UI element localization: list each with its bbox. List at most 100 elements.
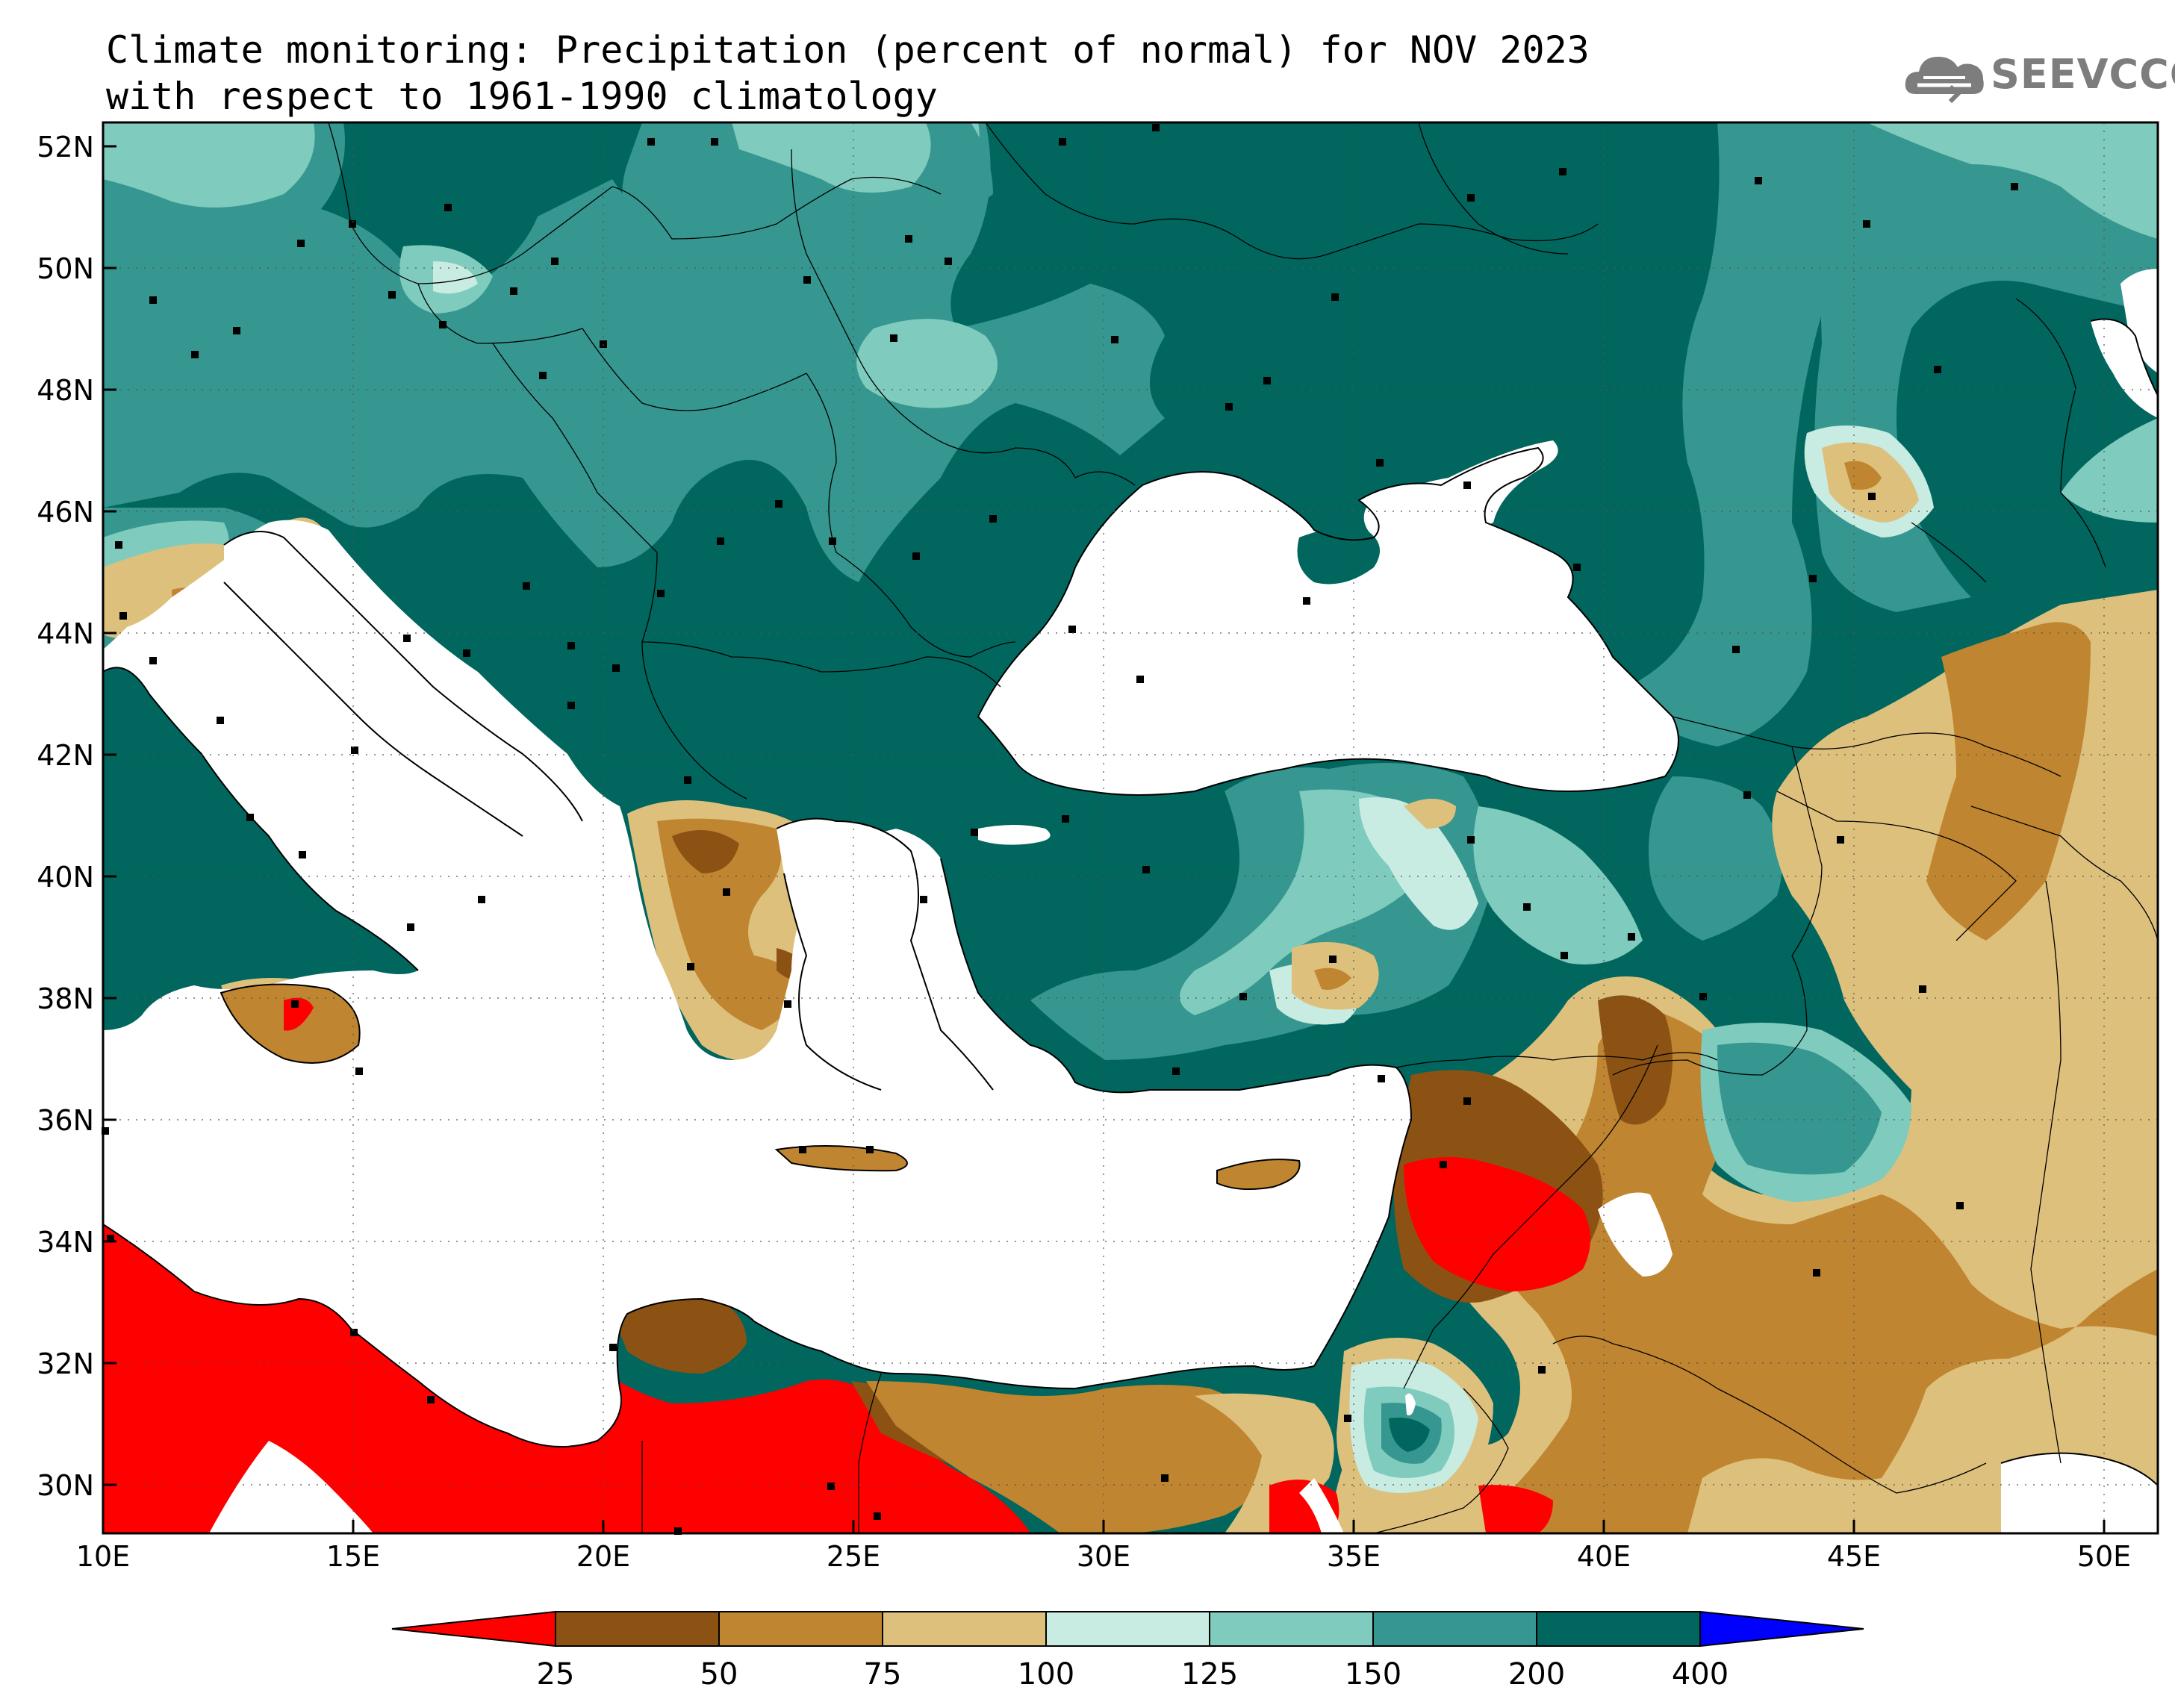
colorbar-label: 100 — [1018, 1657, 1074, 1692]
lat-label: 48N — [37, 374, 94, 407]
station — [1863, 220, 1870, 228]
station — [803, 276, 811, 284]
colorbar-label: 200 — [1508, 1657, 1565, 1692]
station — [217, 717, 224, 724]
marmara-sea — [978, 825, 1051, 845]
station — [1225, 403, 1233, 411]
caspian-sea — [2091, 319, 2158, 418]
station — [1628, 933, 1635, 941]
border-11 — [1395, 1052, 1718, 1068]
station — [149, 296, 157, 304]
colorbar-arrow-left — [391, 1610, 556, 1648]
seevccc-logo: SEEVCCC — [1902, 48, 2175, 107]
title-line-1: Climate monitoring: Precipitation (perce… — [106, 28, 1590, 72]
station — [191, 351, 199, 358]
station — [687, 963, 694, 970]
lon-label: 35E — [1327, 1540, 1381, 1573]
border-10 — [1612, 746, 1823, 1076]
station — [827, 1483, 835, 1490]
station — [1263, 377, 1271, 384]
border-6 — [641, 641, 1001, 688]
colorbar-swatch — [882, 1611, 1047, 1647]
station — [684, 776, 691, 784]
lat-label: 52N — [37, 131, 94, 163]
field-mideast-50-75-b — [1926, 622, 2091, 941]
colorbar-arrow-right — [1699, 1610, 1864, 1648]
station — [107, 1235, 114, 1242]
cyprus — [1217, 1159, 1300, 1190]
station — [444, 204, 452, 211]
station — [427, 1396, 435, 1403]
station — [717, 537, 724, 545]
station — [407, 923, 414, 931]
coast-caspian — [2090, 318, 2158, 396]
station — [866, 1146, 874, 1153]
colorbar-swatch — [1536, 1611, 1701, 1647]
station — [1172, 1068, 1180, 1075]
station — [1467, 836, 1475, 844]
station — [1068, 626, 1076, 633]
station — [905, 235, 912, 243]
station — [388, 291, 396, 299]
station — [711, 138, 718, 146]
station — [115, 541, 122, 549]
lat-label: 46N — [37, 496, 94, 529]
station — [291, 1000, 299, 1008]
station — [989, 515, 997, 523]
station — [1559, 168, 1566, 175]
station — [1561, 952, 1568, 959]
station — [945, 258, 952, 265]
field-east-125-150 — [1867, 122, 2158, 523]
colorbar-swatch — [555, 1611, 720, 1647]
station — [355, 1068, 363, 1075]
coast-aegean — [776, 817, 994, 1091]
lat-label: 50N — [37, 252, 94, 285]
lat-label: 42N — [37, 739, 94, 772]
lat-label: 32N — [37, 1347, 94, 1380]
field-nafrica-50-75 — [866, 1381, 1284, 1533]
border-1 — [328, 122, 942, 284]
field-levant-lt25 — [1404, 1157, 1590, 1291]
station — [1161, 1474, 1169, 1482]
colorbar-swatch — [1372, 1611, 1537, 1647]
field-mideast-50-75 — [1434, 605, 2158, 1533]
station — [1868, 493, 1876, 500]
station — [297, 240, 305, 247]
station — [609, 1344, 617, 1351]
dead-sea — [1405, 1393, 1416, 1415]
field-nafrica-hole — [209, 1441, 373, 1533]
station — [829, 537, 836, 545]
colorbar-labels: 25 50 75 100 125 150 200 400 — [537, 1657, 1729, 1692]
country-borders — [328, 122, 2158, 1533]
lat-label: 30N — [37, 1469, 94, 1502]
station — [1344, 1415, 1351, 1422]
station — [1573, 564, 1581, 571]
station — [463, 649, 470, 657]
station — [1755, 177, 1762, 184]
field-greece-25-50 — [672, 830, 814, 981]
logo-text: SEEVCCC — [1991, 51, 2175, 98]
border-9 — [1672, 716, 2062, 777]
border-12 — [1403, 1044, 1658, 1389]
border-16 — [1911, 298, 2106, 583]
station — [523, 582, 530, 590]
station — [920, 896, 927, 903]
station — [1538, 1366, 1546, 1374]
coast-med — [103, 667, 1413, 1447]
border-3 — [492, 343, 747, 800]
station — [1809, 575, 1817, 582]
station — [971, 829, 978, 836]
cloud-icon — [1905, 57, 1984, 104]
station — [439, 321, 446, 328]
coast-adriatic — [223, 531, 583, 837]
border-4 — [791, 149, 1076, 479]
station — [1934, 366, 1941, 373]
station — [1136, 676, 1144, 683]
border-15 — [641, 1373, 882, 1533]
station — [478, 896, 485, 903]
border-14 — [1373, 1388, 1509, 1533]
station — [912, 552, 920, 560]
station — [723, 888, 730, 896]
station — [1813, 1269, 1820, 1277]
